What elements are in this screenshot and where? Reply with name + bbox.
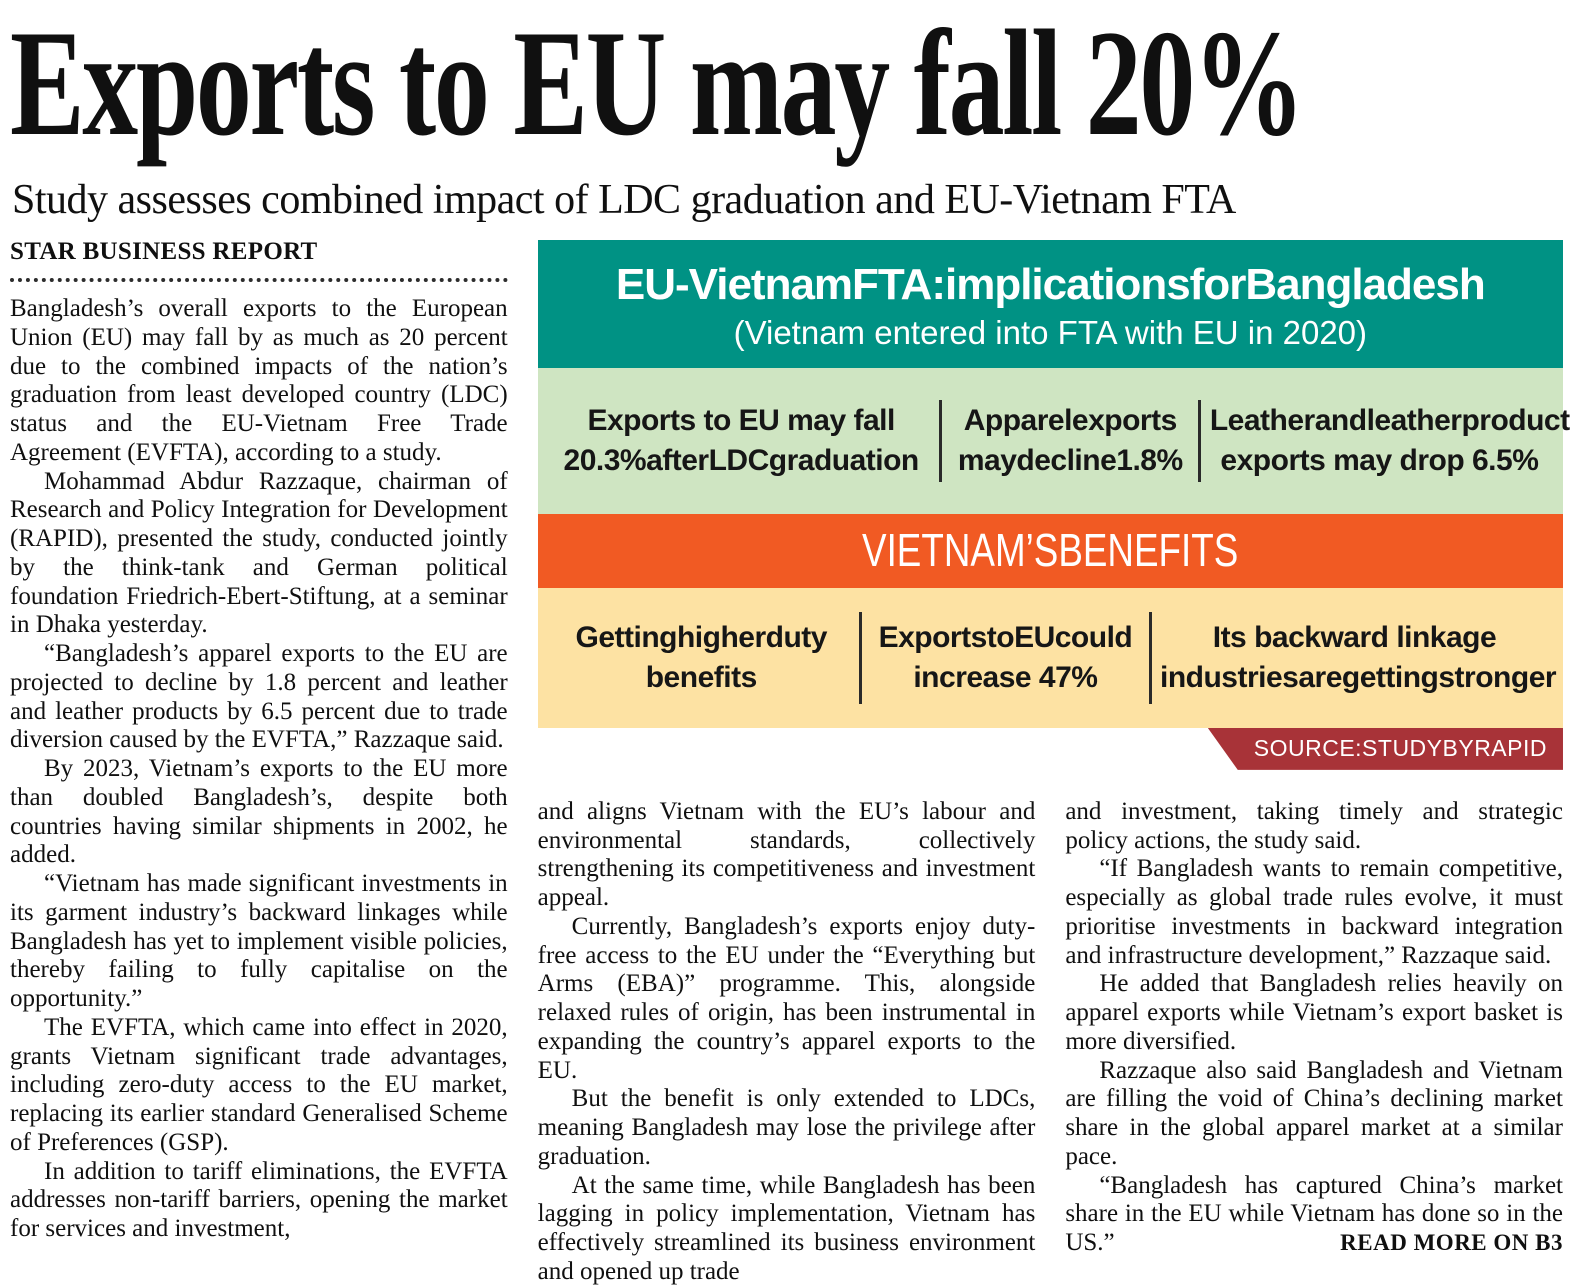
infographic: EU-VietnamFTA:implicationsforBangladesh … (537, 240, 1570, 770)
stat-line: 20.3%afterLDCgraduation (563, 443, 920, 477)
stat-line: Exports to EU may fall (587, 403, 895, 437)
source-tag: SOURCE:STUDYBYRAPID (1207, 727, 1563, 770)
stat-line: Leatherandleatherproduct (1209, 403, 1570, 437)
vertical-divider (939, 399, 943, 482)
infographic-subtitle: (Vietnam entered into FTA with EU in 202… (733, 313, 1368, 351)
article-paragraph: Razzaque also said Bangladesh and Vietna… (1065, 1056, 1563, 1170)
impact-stat-apparel: Apparelexports maydecline1.8% (951, 401, 1190, 481)
infographic-header: EU-VietnamFTA:implicationsforBangladesh … (537, 240, 1563, 368)
benefit-line: benefits (645, 660, 758, 694)
article-paragraph: At the same time, while Bangladesh has b… (537, 1171, 1036, 1285)
benefit-line: industriesaregettingstronger (1159, 660, 1557, 694)
benefits-row: Gettinghigherduty benefits ExportstoEUco… (537, 587, 1563, 728)
subheadline: Study assesses combined impact of LDC gr… (12, 177, 1236, 223)
stat-line: exports may drop 6.5% (1220, 443, 1539, 477)
article-paragraph: and investment, taking timely and strate… (1065, 797, 1563, 854)
source-row: SOURCE:STUDYBYRAPID (538, 727, 1563, 770)
article-paragraph: and aligns Vietnam with the EU’s labour … (537, 797, 1036, 912)
headline: Exports to EU may fall 20% (10, 0, 1563, 167)
article-header: Exports to EU may fall 20% Study assesse… (10, 0, 1563, 224)
article-paragraph: “Bangladesh’s apparel exports to the EU … (10, 640, 508, 754)
article-paragraph: “Bangladesh has captured China’s market … (1065, 1171, 1563, 1257)
benefit-line: ExportstoEUcould (878, 620, 1133, 654)
impact-stat-exports: Exports to EU may fall 20.3%afterLDCgrad… (552, 401, 931, 481)
page-body: STAR BUSINESS REPORT Bangladesh’s overal… (10, 236, 1570, 1287)
read-more-note: READ MORE ON B3 (1340, 1229, 1563, 1255)
benefit-line: Gettinghigherduty (575, 620, 828, 654)
article-paragraph: Bangladesh’s overall exports to the Euro… (10, 295, 508, 466)
benefits-header-text: VIETNAM’SBENEFITS (862, 523, 1239, 576)
middle-column: and aligns Vietnam with the EU’s labour … (538, 798, 1036, 1287)
article-paragraph: But the benefit is only extended to LDCs… (537, 1085, 1036, 1170)
vertical-divider (859, 611, 863, 704)
article-paragraph: Mohammad Abdur Razzaque, chairman of Res… (10, 467, 508, 639)
byline: STAR BUSINESS REPORT (10, 238, 318, 265)
benefit-exports: ExportstoEUcould increase 47% (871, 618, 1140, 698)
article-paragraph: He added that Bangladesh relies heavily … (1065, 970, 1563, 1055)
stat-line: Apparelexports (963, 403, 1178, 437)
benefits-header-band: VIETNAM’SBENEFITS (537, 513, 1563, 588)
right-column: and investment, taking timely and strate… (1065, 798, 1563, 1287)
dotted-divider (10, 278, 508, 282)
vertical-divider (1198, 399, 1202, 482)
article-paragraph: “If Bangladesh wants to remain competiti… (1065, 855, 1563, 969)
benefit-backward-linkage: Its backward linkage industriesaregettin… (1159, 618, 1557, 698)
vertical-divider (1148, 611, 1152, 704)
article-paragraph: In addition to tariff eliminations, the … (10, 1157, 508, 1243)
infographic-title: EU-VietnamFTA:implicationsforBangladesh (615, 260, 1486, 309)
article-paragraph: By 2023, Vietnam’s exports to the EU mor… (10, 755, 508, 869)
article-paragraph: The EVFTA, which came into effect in 202… (10, 1013, 508, 1156)
benefit-duty: Gettinghigherduty benefits (552, 618, 851, 698)
stat-line: maydecline1.8% (957, 443, 1183, 477)
impact-stat-leather: Leatherandleatherproduct exports may dro… (1209, 401, 1570, 481)
article-paragraph: Currently, Bangladesh’s exports enjoy du… (537, 912, 1036, 1084)
benefit-line: increase 47% (913, 660, 1098, 694)
headline-text: Exports to EU may fall 20% (10, 0, 1305, 167)
benefit-line: Its backward linkage (1212, 620, 1497, 654)
article-paragraph: “Vietnam has made significant investment… (10, 870, 508, 1012)
impact-stats-row: Exports to EU may fall 20.3%afterLDCgrad… (537, 367, 1570, 514)
left-column: STAR BUSINESS REPORT Bangladesh’s overal… (10, 236, 508, 1287)
